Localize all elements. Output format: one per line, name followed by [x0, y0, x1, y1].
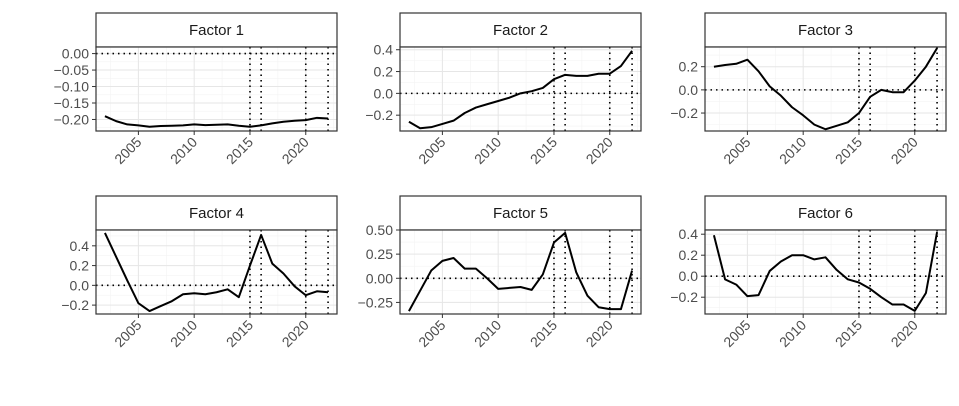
y-tick-label: 0.2: [679, 247, 699, 263]
facet-title: Factor 3: [798, 22, 853, 39]
factor-series-line: [713, 47, 938, 131]
y-tick-label: −0.25: [358, 294, 394, 310]
y-tick-label: −0.05: [54, 62, 90, 78]
plot-area: [705, 230, 946, 314]
factor-series-line: [408, 50, 633, 130]
factor-series-line: [712, 231, 939, 312]
x-tick-label: 2020: [583, 134, 616, 167]
facet-title: Factor 6: [798, 205, 853, 222]
y-tick-label: 0.00: [62, 46, 89, 62]
facet-panel-3: Factor 3 0.2 0.0 −0.2 2005 2010 2015 2020: [670, 12, 947, 167]
plot-area: [96, 230, 337, 314]
y-tick-label: −0.2: [670, 289, 698, 305]
facet-title: Factor 5: [493, 205, 548, 222]
x-tick-label: 2010: [471, 317, 504, 350]
x-tick-label: 2010: [776, 134, 809, 167]
y-tick-label: 0.2: [70, 258, 90, 274]
x-tick-label: 2010: [167, 317, 200, 350]
x-tick-label: 2010: [167, 134, 200, 167]
plot-area: [400, 230, 641, 314]
facet-panel-4: Factor 4 0.4 0.2 0.0 −0.2 2005 2010 2015 2020: [61, 195, 338, 350]
y-tick-label: 0.0: [70, 277, 90, 293]
y-tick-label: 0.2: [679, 59, 699, 75]
y-tick-label: −0.2: [61, 297, 89, 313]
y-tick-label: −0.20: [54, 111, 90, 127]
facet-strip: [704, 12, 947, 48]
x-tick-label: 2005: [415, 317, 448, 350]
x-tick-label: 2005: [415, 134, 448, 167]
panel-border: [704, 46, 947, 132]
x-tick-label: 2015: [223, 317, 256, 350]
facet-panel-5: Factor 5 0.50 0.25 0.00 −0.25 2005 2010 2015 202…: [358, 195, 642, 350]
facet-title: Factor 2: [493, 22, 548, 39]
x-tick-label: 2020: [888, 134, 921, 167]
plot-area: [96, 47, 337, 131]
x-tick-label: 2015: [223, 134, 256, 167]
x-tick-label: 2010: [776, 317, 809, 350]
facet-strip: [95, 195, 338, 231]
y-tick-label: 0.0: [679, 268, 699, 284]
facet-panel-2: Factor 2 0.4 0.2 0.0 −0.2 2005 2010 2015 2020: [365, 12, 642, 167]
x-tick-label: 2020: [888, 317, 921, 350]
y-tick-label: 0.4: [374, 42, 394, 58]
facet-strip: [399, 12, 642, 48]
factor-series-line: [104, 115, 329, 128]
y-tick-label: 0.2: [374, 64, 394, 80]
facet-strip: [704, 195, 947, 231]
y-tick-label: 0.00: [366, 270, 393, 286]
y-tick-label: −0.10: [54, 79, 90, 95]
y-tick-label: 0.25: [366, 246, 393, 262]
plot-area: [705, 47, 946, 131]
x-tick-label: 2005: [111, 134, 144, 167]
y-tick-label: 0.4: [70, 238, 90, 254]
x-tick-label: 2010: [471, 134, 504, 167]
x-tick-label: 2015: [832, 317, 865, 350]
y-tick-label: −0.2: [365, 107, 393, 123]
y-tick-label: −0.15: [54, 95, 90, 111]
y-tick-label: 0.4: [679, 226, 699, 242]
x-tick-label: 2020: [279, 134, 312, 167]
x-tick-label: 2020: [583, 317, 616, 350]
y-tick-label: 0.0: [679, 82, 699, 98]
facet-panel-1: Factor 1 0.00−0.05−0.10−0.15−0.20 2005 2010…: [54, 12, 338, 167]
y-tick-label: −0.2: [670, 105, 698, 121]
facet-panel-6: Factor 6 0.4 0.2 0.0 −0.2 2005 2010 2015 2020: [670, 195, 947, 350]
facet-title: Factor 4: [189, 205, 244, 222]
panel-border: [399, 229, 642, 315]
y-tick-label: 0.50: [366, 222, 393, 238]
y-tick-label: 0.0: [374, 85, 394, 101]
plot-area: [400, 47, 641, 131]
panel-border: [95, 229, 338, 315]
facet-title: Factor 1: [189, 22, 244, 39]
x-tick-label: 2005: [720, 134, 753, 167]
panel-border: [399, 46, 642, 132]
x-tick-label: 2005: [111, 317, 144, 350]
factor-series-line: [408, 231, 634, 312]
x-tick-label: 2015: [527, 134, 560, 167]
panel-border: [95, 46, 338, 132]
x-tick-label: 2015: [527, 317, 560, 350]
facet-strip: [95, 12, 338, 48]
factor-series-line: [104, 232, 329, 313]
x-tick-label: 2005: [720, 317, 753, 350]
x-tick-label: 2015: [832, 134, 865, 167]
x-tick-label: 2020: [279, 317, 312, 350]
panel-border: [704, 229, 947, 315]
